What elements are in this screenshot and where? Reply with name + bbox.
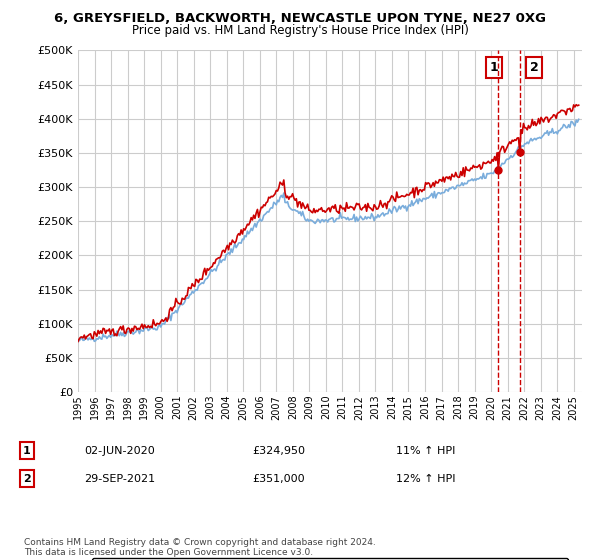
Text: Contains HM Land Registry data © Crown copyright and database right 2024.
This d: Contains HM Land Registry data © Crown c… [24,538,376,557]
Legend: 6, GREYSFIELD, BACKWORTH, NEWCASTLE UPON TYNE, NE27 0XG (detached house), HPI: A: 6, GREYSFIELD, BACKWORTH, NEWCASTLE UPON… [92,558,568,560]
Text: 2: 2 [23,474,31,484]
Text: £351,000: £351,000 [252,474,305,484]
Text: 12% ↑ HPI: 12% ↑ HPI [396,474,455,484]
Text: 29-SEP-2021: 29-SEP-2021 [84,474,155,484]
Text: 2: 2 [530,61,538,74]
Text: 1: 1 [490,61,498,74]
Text: 6, GREYSFIELD, BACKWORTH, NEWCASTLE UPON TYNE, NE27 0XG: 6, GREYSFIELD, BACKWORTH, NEWCASTLE UPON… [54,12,546,25]
Text: £324,950: £324,950 [252,446,305,456]
Text: 1: 1 [23,446,31,456]
Text: Price paid vs. HM Land Registry's House Price Index (HPI): Price paid vs. HM Land Registry's House … [131,24,469,37]
Text: 02-JUN-2020: 02-JUN-2020 [84,446,155,456]
Text: 11% ↑ HPI: 11% ↑ HPI [396,446,455,456]
